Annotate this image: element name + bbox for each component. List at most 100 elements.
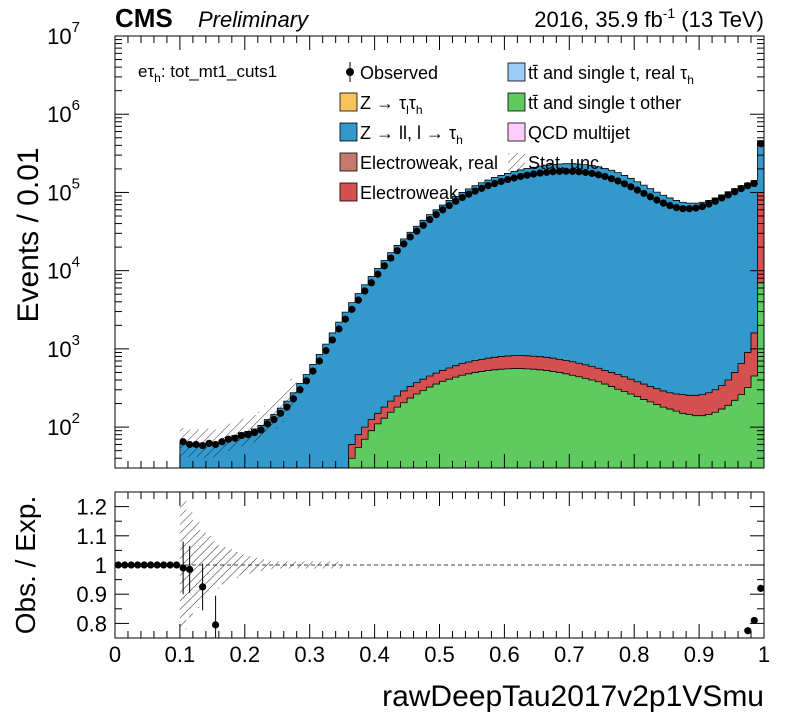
observed-point	[270, 415, 278, 424]
ratio-unc-bin	[257, 559, 265, 571]
observed-point	[757, 140, 764, 148]
tt-other-series-bin	[738, 394, 745, 468]
observed-point	[348, 305, 356, 313]
legend-swatch	[339, 122, 358, 142]
observed-point	[530, 170, 538, 178]
tt-other-series-bin	[556, 372, 564, 468]
zll-series-bin	[575, 163, 583, 468]
zll-series-bin	[614, 172, 622, 468]
legend: Observed tt̄ and single t, real τh Z → τlτ…	[339, 62, 694, 203]
bottom-x-title: rawDeepTau2017v2p1VSmu	[382, 680, 764, 713]
channel-label: eτh: tot_mt1_cuts1	[138, 62, 277, 85]
zll-series-bin	[471, 185, 479, 468]
tt-other-series-bin	[348, 458, 356, 468]
y-tick-label: 107	[47, 19, 80, 49]
observed-point	[568, 167, 577, 175]
tt-other-series-bin	[465, 373, 473, 468]
y-tick-label: 104	[47, 254, 80, 284]
observed-point	[744, 182, 752, 190]
observed-point	[263, 420, 272, 428]
tt-other-series-bin	[543, 370, 551, 468]
zll-series-bin	[303, 374, 311, 468]
ratio-point	[166, 561, 174, 569]
ratio-unc-bin	[270, 561, 278, 569]
tt-other-series-bin	[653, 404, 661, 468]
observed-point	[594, 171, 603, 179]
zll-series-bin	[439, 205, 447, 468]
zll-series-bin	[653, 192, 661, 468]
zll-series-bin	[588, 165, 596, 468]
ratio-point	[127, 561, 135, 569]
y-tick-label: 105	[47, 175, 80, 205]
zll-series-bin	[374, 268, 382, 468]
zll-series-bin	[445, 200, 453, 468]
observed-point	[471, 187, 479, 195]
zll-series-bin	[296, 383, 304, 468]
electroweak-series-outline	[348, 192, 764, 468]
ratio-x-tick-label: 0.1	[165, 642, 196, 667]
zll-series-bin	[731, 188, 739, 468]
y-tick-label: 102	[47, 410, 80, 440]
legend-label-ew: Electroweak	[360, 183, 459, 203]
tt-other-series-bin	[744, 387, 752, 468]
zll-series-bin	[361, 284, 369, 468]
zll-series-bin	[290, 392, 298, 468]
zll-series-bin	[264, 419, 272, 468]
observed-point	[517, 172, 525, 181]
ratio-points	[115, 541, 764, 638]
legend-sub: h	[456, 133, 463, 147]
zll-series-bin	[686, 203, 694, 468]
zll-series-bin	[244, 431, 252, 468]
zll-series-bin	[692, 203, 700, 468]
legend-swatch	[339, 92, 358, 112]
observed-point	[465, 190, 473, 198]
zll-series-bin	[452, 196, 460, 468]
stat-unc-bin	[290, 378, 297, 407]
y-tick-exponent: 7	[72, 19, 80, 36]
observed-point	[186, 440, 194, 449]
observed-point	[309, 367, 317, 375]
tt-other-series-bin	[420, 390, 427, 468]
legend-sub: h	[687, 73, 694, 87]
ratio-point	[199, 583, 207, 591]
zll-series-bin	[400, 238, 408, 468]
legend-sub2: h	[416, 103, 423, 117]
observed-point	[633, 186, 642, 194]
zll-series-bin	[536, 166, 544, 468]
experiment-label: CMS	[115, 3, 173, 33]
ratio-panel: 0.80.911.11.2 0 0.1 0.2 0.3 0.4 0.5 0.6 0.7 0.8 0…	[10, 491, 770, 713]
observed-point	[588, 169, 596, 178]
tt-other-series-bin	[355, 447, 363, 468]
tt-other-series-bin	[549, 371, 557, 468]
tt-other-series-bin	[718, 409, 726, 468]
observed-point	[646, 193, 655, 201]
zll-series-bin	[666, 197, 674, 468]
observed-point	[276, 409, 285, 417]
zll-series-bin	[562, 163, 570, 468]
zll-series-bin	[679, 202, 687, 468]
observed-point	[199, 442, 207, 450]
zll-series-bin	[725, 191, 732, 468]
zll-series-bin	[634, 181, 642, 468]
observed-point	[452, 197, 460, 205]
tt-other-series-bin	[699, 415, 706, 468]
zll-series-bin	[705, 200, 713, 468]
zll-series-bin	[751, 180, 758, 468]
zll-series-bin	[218, 440, 226, 468]
ratio-x-tick-label: 0.4	[359, 642, 390, 667]
observed-point	[672, 204, 680, 212]
zll-series-bin	[744, 183, 752, 468]
y-tick-exponent: 3	[72, 332, 80, 349]
tt-other-series-bin	[673, 411, 681, 468]
legend-marker	[346, 68, 354, 76]
tt-other-series-bin	[387, 412, 395, 468]
legend-label-zll: Z → ll, l → τh	[360, 123, 463, 147]
observed-point	[322, 347, 330, 355]
observed-points	[179, 140, 764, 450]
ratio-point	[750, 616, 758, 625]
legend-sub: l	[406, 103, 409, 117]
zll-series-bin	[673, 200, 681, 468]
observed-point	[393, 247, 401, 255]
zll-series-bin	[231, 435, 239, 468]
observed-point	[581, 168, 590, 177]
